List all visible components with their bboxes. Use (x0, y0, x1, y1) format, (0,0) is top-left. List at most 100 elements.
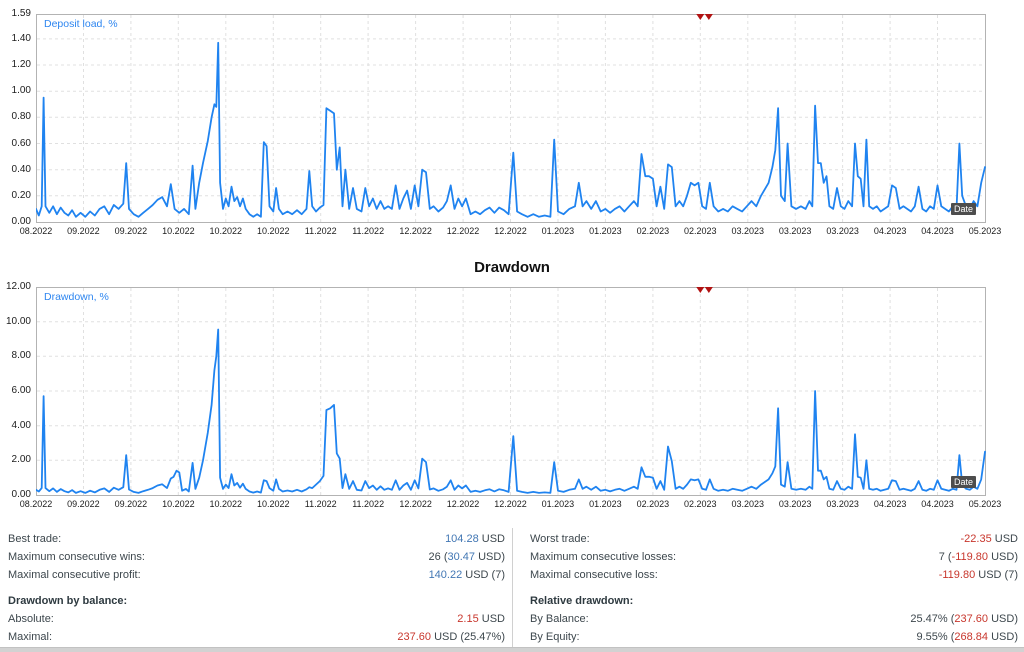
y-axis-tick-label: 1.59 (11, 8, 31, 19)
stat-value: 2.15 USD (8, 613, 505, 626)
stat-value-part: 104.28 (445, 533, 479, 545)
x-axis-tick-label: 11.2022 (304, 499, 337, 509)
plot-border (36, 287, 986, 496)
x-axis-tick-label: 04.2023 (921, 499, 954, 509)
stat-value: 7 (-119.80 USD) (530, 551, 1018, 564)
x-axis-tick-label: 12.2022 (399, 226, 432, 236)
stat-value: -22.35 USD (530, 533, 1018, 546)
stat-label: Maximal: (8, 631, 53, 643)
stat-value-part: 9.55% ( (916, 631, 955, 643)
x-axis-tick-label: 02.2023 (684, 226, 717, 236)
stat-label: Maximal consecutive profit: (8, 569, 141, 581)
y-axis-tick-label: 0.80 (11, 111, 31, 123)
plot-area (36, 287, 986, 496)
x-axis-tick-label: 10.2022 (209, 226, 243, 236)
x-axis-tick-label: 09.2022 (114, 226, 148, 236)
x-axis-tick-label: 04.2023 (921, 226, 954, 236)
x-axis-tick-label: 02.2023 (636, 226, 670, 236)
x-axis-tick-label: 03.2023 (778, 226, 812, 236)
stat-value-part: 237.60 (397, 631, 432, 643)
x-axis-tick-label: 01.2023 (589, 226, 622, 236)
x-axis-tick-label: 04.2023 (873, 226, 907, 236)
stat-value-part: 26 ( (428, 551, 448, 563)
bottom-scrollbar[interactable] (0, 647, 1024, 652)
stat-value-part: -119.80 (938, 569, 976, 581)
x-axis-tick-label: 09.2022 (114, 499, 148, 509)
x-axis-tick-label: 12.2022 (446, 226, 480, 236)
stat-value: 26 (30.47 USD) (8, 551, 505, 564)
chart-legend: Deposit load, % (44, 18, 118, 30)
x-axis-tick-label: 09.2022 (67, 499, 100, 509)
stat-label: By Equity: (530, 631, 580, 643)
stat-label: Best trade: (8, 533, 62, 545)
stat-value-part: USD (7) (462, 569, 505, 581)
x-axis-tick-label: 08.2022 (19, 499, 53, 509)
y-axis-tick-label: 8.00 (11, 350, 31, 362)
x-axis-tick-label: 10.2022 (162, 226, 195, 236)
x-axis-tick-label: 02.2023 (636, 499, 670, 509)
stat-value-part: USD (478, 613, 505, 625)
x-axis-tick-label: 11.2022 (304, 226, 337, 236)
x-axis-tick-label: 12.2022 (494, 499, 527, 509)
x-axis-tick-label: 05.2023 (968, 226, 1002, 236)
x-axis-tick-label: 01.2023 (541, 499, 575, 509)
stat-value-part: 2.15 (457, 613, 479, 625)
x-axis-tick-label: 05.2023 (968, 499, 1002, 509)
drawdown-chart-title: Drawdown (474, 259, 550, 276)
trade-marker-icon (704, 287, 713, 293)
stat-value: 140.22 USD (7) (8, 569, 505, 582)
y-axis-tick-label: 0.60 (11, 137, 31, 149)
x-axis-tick-label: 03.2023 (826, 226, 859, 236)
x-axis-tick-label: 03.2023 (731, 226, 765, 236)
y-axis-tick-label: 6.00 (11, 385, 31, 396)
stat-section-heading: Drawdown by balance: (8, 595, 128, 607)
stat-label: By Balance: (530, 613, 589, 625)
plot-border (36, 14, 986, 223)
stat-value-part: USD (25.47%) (431, 631, 505, 643)
stat-section-heading: Relative drawdown: (530, 595, 634, 607)
x-axis-tick-label: 12.2022 (399, 499, 432, 509)
y-axis-tick-label: 4.00 (11, 419, 31, 431)
x-axis-tick-label: 03.2023 (731, 499, 765, 509)
x-axis-tick-label: 03.2023 (826, 499, 859, 509)
x-axis-tick-label: 02.2023 (684, 499, 717, 509)
x-axis-tick-label: 01.2023 (589, 499, 622, 509)
stat-value: 104.28 USD (8, 533, 505, 546)
x-axis-tick-label: 01.2023 (541, 226, 575, 236)
x-axis-tick-label: 04.2023 (873, 499, 907, 509)
stat-value-part: 268.84 (954, 631, 989, 643)
stat-value-part: -119.80 (951, 551, 989, 563)
stat-value: 237.60 USD (25.47%) (8, 631, 505, 644)
x-axis-tick-label: 11.2022 (352, 499, 385, 509)
y-axis-tick-label: 2.00 (11, 454, 31, 466)
stat-label: Maximum consecutive wins: (8, 551, 145, 563)
trade-marker-icon (696, 287, 705, 293)
trade-marker-icon (696, 14, 705, 20)
x-axis-tick-label: 12.2022 (494, 226, 527, 236)
y-axis-tick-label: 1.40 (11, 32, 31, 44)
x-axis-tick-label: 09.2022 (67, 226, 100, 236)
y-axis-tick-label: 1.00 (11, 85, 31, 97)
stat-value-part: USD) (988, 551, 1018, 563)
y-axis-tick-label: 12.00 (5, 281, 31, 292)
stat-value-part: 25.47% ( (910, 613, 955, 625)
stat-label: Absolute: (8, 613, 54, 625)
stat-value-part: 7 ( (938, 551, 952, 563)
y-axis-tick-label: 0.00 (11, 216, 31, 227)
stat-value-part: USD) (988, 613, 1018, 625)
stat-value-part: 30.47 (447, 551, 476, 563)
stat-value-part: USD (478, 533, 505, 545)
y-axis-tick-label: 0.20 (11, 189, 31, 201)
stat-value-part: USD) (988, 631, 1018, 643)
y-axis-tick-label: 1.20 (11, 59, 31, 71)
stat-value-part: USD (991, 533, 1018, 545)
stat-value-part: USD (7) (975, 569, 1018, 581)
chart-line (36, 328, 986, 494)
date-axis-badge: Date (951, 476, 977, 488)
x-axis-tick-label: 10.2022 (256, 226, 290, 236)
x-axis-tick-label: 10.2022 (256, 499, 290, 509)
y-axis-tick-label: 0.00 (11, 489, 31, 500)
stat-value: 25.47% (237.60 USD) (530, 613, 1018, 626)
trade-marker-icon (704, 14, 713, 20)
